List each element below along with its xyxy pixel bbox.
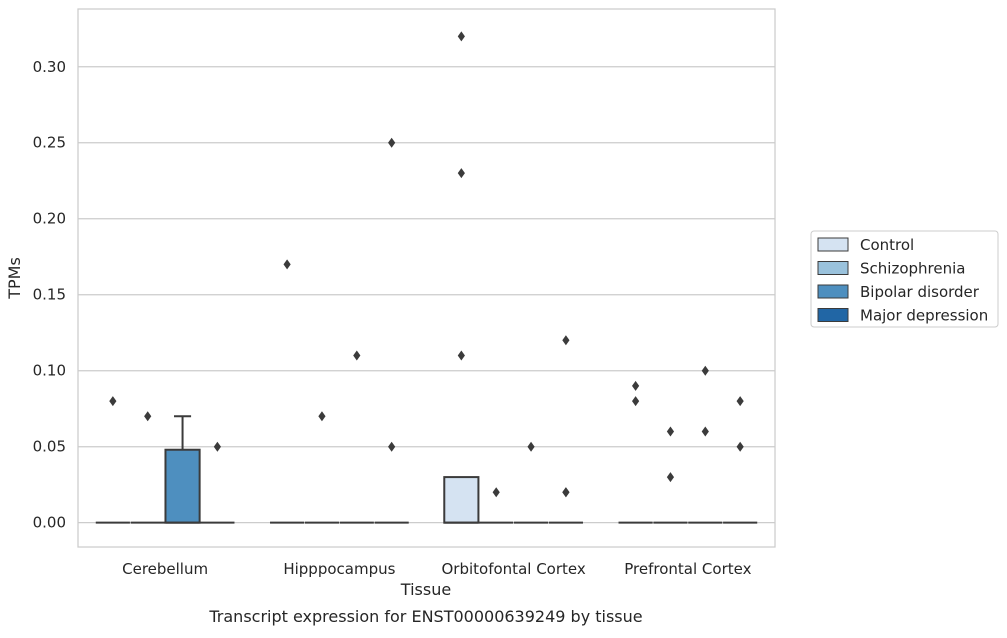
y-tick-label: 0.20: [33, 210, 66, 228]
outlier-point: [318, 411, 326, 422]
x-tick-label: Hipppocampus: [283, 560, 395, 578]
outlier-point: [388, 137, 396, 148]
legend-frame: [810, 230, 999, 328]
legend-label: Bipolar disorder: [860, 283, 980, 301]
outlier-point: [736, 441, 744, 452]
outlier-point: [562, 335, 570, 346]
outlier-point: [144, 411, 152, 422]
legend-swatch: [817, 308, 849, 322]
y-tick-label: 0.25: [33, 134, 66, 152]
plot-frame: [77, 8, 776, 548]
outlier-point: [562, 487, 570, 498]
legend-label: Schizophrenia: [860, 260, 965, 278]
y-axis-label: TPMs: [5, 257, 24, 300]
y-tick-label: 0.05: [33, 438, 66, 456]
outlier-point: [492, 487, 500, 498]
legend-swatch: [817, 237, 849, 252]
legend-label: Major depression: [860, 307, 988, 325]
outlier-point: [666, 426, 675, 437]
legend-swatch: [817, 261, 849, 275]
outlier-point: [457, 350, 465, 361]
outlier-point: [283, 259, 291, 270]
outlier-point: [736, 396, 744, 407]
outlier-point: [701, 426, 709, 437]
x-tick-label: Orbitofontal Cortex: [442, 560, 586, 578]
x-axis-label: Tissue: [400, 580, 451, 599]
outlier-point: [632, 396, 640, 407]
legend-label: Control: [860, 236, 914, 254]
outlier-point: [213, 441, 221, 452]
y-tick-label: 0.00: [33, 514, 66, 532]
outlier-point: [632, 380, 640, 391]
outlier-point: [109, 396, 117, 407]
outlier-point: [353, 350, 361, 361]
y-tick-label: 0.15: [33, 286, 66, 304]
legend-swatch: [817, 284, 849, 299]
outlier-point: [666, 472, 675, 483]
box: [164, 448, 201, 524]
y-tick-label: 0.10: [33, 362, 66, 380]
outlier-point: [701, 365, 709, 376]
x-tick-label: Cerebellum: [122, 560, 208, 578]
y-tick-label: 0.30: [33, 58, 66, 76]
x-tick-label: Prefrontal Cortex: [624, 560, 751, 578]
outlier-point: [527, 441, 535, 452]
outlier-point: [457, 31, 465, 42]
outlier-point: [388, 441, 396, 452]
box: [443, 476, 480, 524]
legend: Control Schizophrenia Bipolar disorder Majo…: [810, 230, 999, 328]
outlier-point: [457, 168, 465, 179]
chart-title: Transcript expression for ENST0000063924…: [208, 607, 642, 626]
